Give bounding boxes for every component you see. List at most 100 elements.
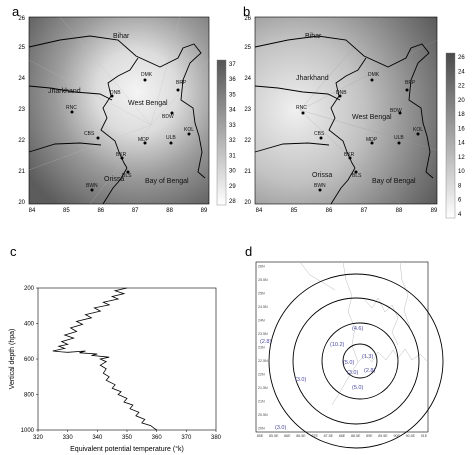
colorbar-tick-label: 32	[229, 138, 236, 144]
x-tick-label: 340	[92, 435, 103, 441]
ring-label: (4.6)	[352, 326, 363, 332]
station-label: MDP	[138, 137, 150, 143]
tick-label: 20	[18, 200, 25, 206]
tick-label: 26	[244, 16, 251, 22]
d-y-tick-label: 26N	[258, 265, 265, 269]
panel-d-label: d	[245, 244, 252, 259]
station-label: BDW	[162, 114, 174, 120]
map-a-rays	[28, 16, 210, 205]
d-y-tick-label: 25N	[258, 292, 265, 296]
map-d-rings	[268, 273, 444, 449]
colorbar-tick-label: 22	[458, 84, 465, 90]
station-marker	[170, 111, 174, 115]
region-label: Jharkhand	[296, 75, 329, 82]
station-marker	[397, 141, 401, 145]
map-d-ring-labels: (4.6) (10.2) (1.3) (5.0) (2.8) (3.0) (5.…	[260, 326, 375, 431]
station-marker	[126, 170, 130, 174]
d-x-tick-label: 87E	[311, 434, 318, 438]
d-y-tick-label: 21N	[258, 400, 265, 404]
map-b-xticks: 84 85 86 87 88 89	[256, 208, 438, 214]
y-tick-label: 800	[24, 393, 35, 399]
map-a-frame	[28, 16, 210, 205]
ring-outer	[268, 273, 444, 449]
map-a-regions: Bihar Jharkhand West Bengal Orissa Bay o…	[48, 33, 189, 185]
station-marker	[169, 141, 173, 145]
ring-label: (2.8)	[364, 368, 375, 374]
tick-label: 23	[18, 107, 25, 113]
d-x-tick-label: 85E	[257, 434, 264, 438]
d-y-tick-label: 24N	[258, 319, 265, 323]
d-y-tick-label: 20.5N	[258, 413, 268, 417]
station-label: BLS	[352, 173, 362, 179]
station-marker	[416, 132, 420, 136]
panel-a: a 84 85 86 87 88 89 20 21 22 23 24	[12, 4, 236, 214]
map-d-frame	[255, 261, 429, 433]
map-b-yticks: 20 21 22 23 24 25 26	[244, 16, 251, 206]
panel-b: b 84 85 86 87 88 89 20 21 22 23 24 25	[243, 4, 465, 219]
colorbar-tick-label: 14	[458, 141, 465, 147]
ring-label: (3.0)	[347, 370, 358, 376]
x-tick-label: 370	[181, 435, 192, 441]
colorbar-a: 28 29 30 31 32 33 34 35 36 37	[216, 59, 236, 206]
station-label: KOL	[184, 127, 194, 133]
panel-a-label: a	[12, 4, 20, 19]
station-label: BWN	[86, 183, 98, 189]
region-label: Bay of Bengal	[145, 178, 189, 185]
tick-label: 87	[132, 208, 139, 214]
chart-c-xlabel: Equivalent potential temperature (°k)	[70, 445, 184, 453]
d-x-tick-label: 86.5E	[296, 434, 306, 438]
map-b-regions: Bihar Jharkhand West Bengal Orissa Bay o…	[296, 33, 416, 185]
station-label: DMK	[368, 72, 380, 78]
station-marker	[70, 110, 74, 114]
station-marker	[338, 94, 342, 98]
d-x-tick-label: 89E	[366, 434, 373, 438]
d-x-tick-label: 86E	[284, 434, 291, 438]
ring-third	[292, 297, 420, 425]
map-b-boundaries	[254, 35, 434, 205]
station-label: CBS	[84, 131, 95, 137]
station-marker	[354, 170, 358, 174]
station-label: BKR	[116, 152, 127, 158]
tick-label: 89	[201, 208, 208, 214]
station-label: BWN	[314, 183, 326, 189]
colorbar-tick-label: 35	[229, 92, 236, 98]
x-tick-label: 380	[211, 435, 222, 441]
ring-label: (1.3)	[362, 354, 373, 360]
x-tick-label: 320	[33, 435, 44, 441]
tick-label: 88	[166, 208, 173, 214]
x-tick-label: 330	[63, 435, 74, 441]
colorbar-tick-label: 12	[458, 155, 465, 161]
colorbar-tick-label: 18	[458, 112, 465, 118]
d-x-tick-label: 85.5E	[269, 434, 279, 438]
chart-c-ylabel: Vertical depth (hpa)	[9, 329, 16, 390]
station-label: CBS	[314, 131, 325, 137]
ring-inner	[342, 343, 378, 379]
station-marker	[187, 132, 191, 136]
y-tick-label: 1000	[21, 428, 35, 434]
chart-c-xticks: 320 330 340 350 360 370 380	[33, 430, 222, 441]
station-label: BDW	[390, 108, 402, 114]
ring-second	[321, 322, 399, 400]
station-label: BRP	[405, 80, 416, 86]
colorbar-tick-label: 26	[458, 55, 465, 61]
station-label: BKR	[344, 152, 355, 158]
tick-label: 22	[18, 138, 25, 144]
station-label: DMK	[141, 72, 153, 78]
colorbar-tick-label: 34	[229, 108, 236, 114]
colorbar-b: 4 6 8 10 12 14 16 18 20 22 24 26	[445, 52, 465, 219]
colorbar-tick-label: 37	[229, 62, 236, 68]
station-label: DNB	[336, 90, 347, 96]
panel-c-label: c	[10, 244, 17, 259]
station-label: KOL	[413, 127, 423, 133]
station-label: BRP	[176, 80, 187, 86]
ring-label: (3.0)	[295, 377, 306, 383]
colorbar-tick-label: 30	[229, 169, 236, 175]
d-x-tick-label: 88E	[339, 434, 346, 438]
station-marker	[176, 88, 180, 92]
map-b-rays	[299, 16, 438, 205]
tick-label: 85	[291, 208, 298, 214]
region-label: Bihar	[113, 33, 130, 40]
panel-c: c 320 330 340 350 360 370 380 200 400 600 800 1000…	[9, 244, 222, 453]
map-d-yticks: 26N 25.5N 25N 24.5N 24N 23.5N 23N 22.5N 22N 21.5N…	[258, 265, 268, 431]
tick-label: 87	[361, 208, 368, 214]
